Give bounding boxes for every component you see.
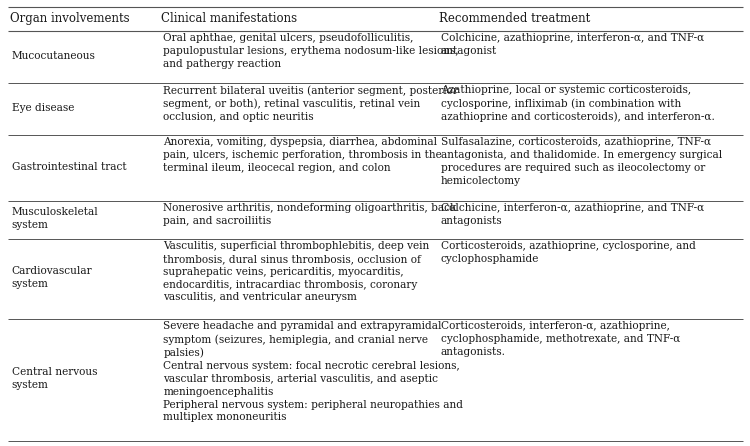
Text: Clinical manifestations: Clinical manifestations	[161, 12, 297, 25]
Text: Corticosteroids, azathioprine, cyclosporine, and
cyclophosphamide: Corticosteroids, azathioprine, cyclospor…	[441, 241, 696, 264]
Text: Corticosteroids, interferon-α, azathioprine,
cyclophosphamide, methotrexate, and: Corticosteroids, interferon-α, azathiopr…	[441, 321, 680, 357]
Text: Oral aphthae, genital ulcers, pseudofolliculitis,
papulopustular lesions, erythe: Oral aphthae, genital ulcers, pseudofoll…	[164, 33, 459, 69]
Text: Azathioprine, local or systemic corticosteroids,
cyclosporine, infliximab (in co: Azathioprine, local or systemic corticos…	[441, 85, 715, 123]
Text: Cardiovascular
system: Cardiovascular system	[12, 266, 92, 289]
Text: Gastrointestinal tract: Gastrointestinal tract	[12, 162, 126, 172]
Text: Musculoskeletal
system: Musculoskeletal system	[12, 207, 98, 230]
Text: Colchicine, azathioprine, interferon-α, and TNF-α
antagonist: Colchicine, azathioprine, interferon-α, …	[441, 33, 704, 56]
Text: Recurrent bilateral uveitis (anterior segment, posterior
segment, or both), reti: Recurrent bilateral uveitis (anterior se…	[164, 85, 458, 122]
Text: Colchicine, interferon-α, azathioprine, and TNF-α
antagonists: Colchicine, interferon-α, azathioprine, …	[441, 203, 704, 226]
Text: Central nervous
system: Central nervous system	[12, 367, 98, 390]
Text: Vasculitis, superficial thrombophlebitis, deep vein
thrombosis, dural sinus thro: Vasculitis, superficial thrombophlebitis…	[164, 241, 430, 302]
Text: Anorexia, vomiting, dyspepsia, diarrhea, abdominal
pain, ulcers, ischemic perfor: Anorexia, vomiting, dyspepsia, diarrhea,…	[164, 137, 442, 173]
Text: Mucocutaneous: Mucocutaneous	[12, 51, 96, 61]
Text: Eye disease: Eye disease	[12, 103, 74, 113]
Text: Organ involvements: Organ involvements	[10, 12, 129, 25]
Text: Nonerosive arthritis, nondeforming oligoarthritis, back
pain, and sacroiliitis: Nonerosive arthritis, nondeforming oligo…	[164, 203, 457, 226]
Text: Sulfasalazine, corticosteroids, azathioprine, TNF-α
antagonista, and thalidomide: Sulfasalazine, corticosteroids, azathiop…	[441, 137, 722, 186]
Text: Recommended treatment: Recommended treatment	[439, 12, 590, 25]
Text: Severe headache and pyramidal and extrapyramidal
symptom (seizures, hemiplegia, : Severe headache and pyramidal and extrap…	[164, 321, 464, 422]
